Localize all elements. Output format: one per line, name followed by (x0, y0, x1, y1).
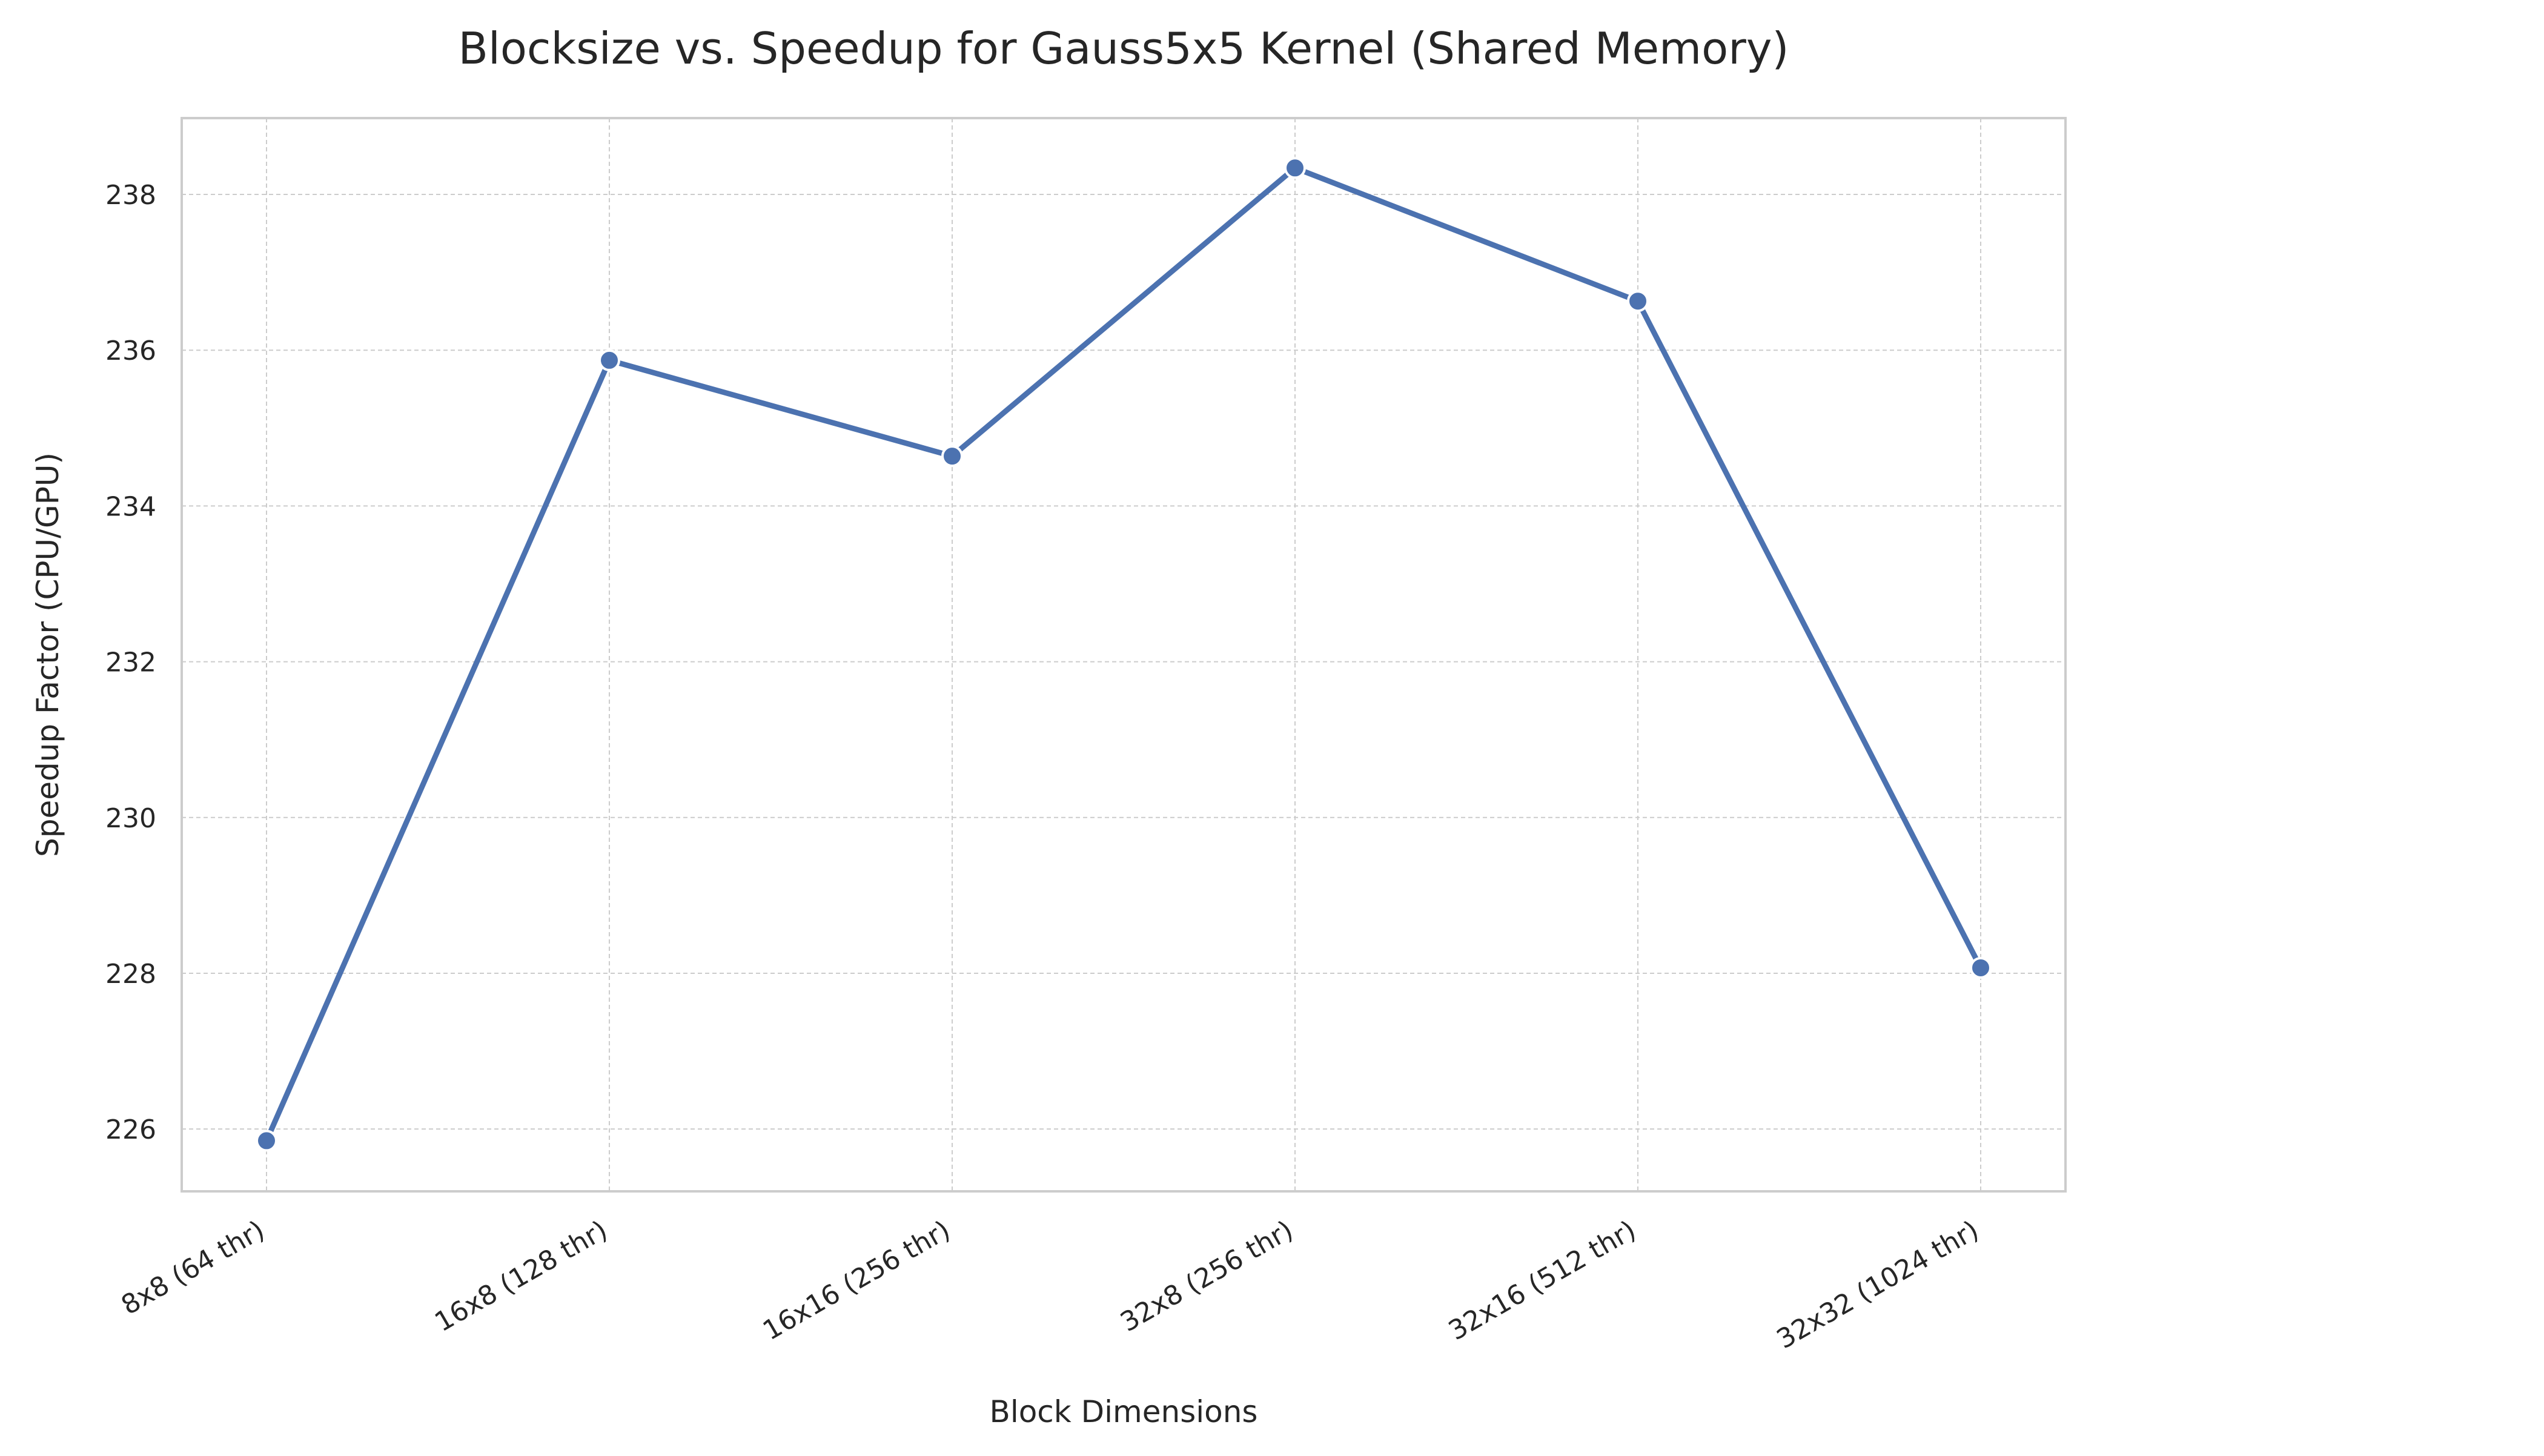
series-layer (256, 157, 1992, 1152)
chart-title: Blocksize vs. Speedup for Gauss5x5 Kerne… (458, 23, 1789, 74)
x-tick-label: 16x16 (256 thr) (758, 1214, 955, 1346)
x-tick-label: 8x8 (64 thr) (116, 1214, 270, 1321)
series-line (263, 165, 1984, 1143)
plot-frame (181, 117, 2067, 1193)
x-tick-label: 32x16 (512 thr) (1443, 1214, 1641, 1346)
data-point-marker (598, 349, 620, 371)
x-axis-label: Block Dimensions (990, 1394, 1258, 1429)
x-tick-label: 16x8 (128 thr) (429, 1214, 612, 1338)
y-tick-label: 234 (105, 491, 156, 522)
x-tick-labels: 8x8 (64 thr) 16x8 (128 thr) 16x16 (256 thr… (116, 1214, 1984, 1355)
y-tick-label: 226 (105, 1114, 156, 1145)
y-tick-label: 236 (105, 336, 156, 366)
y-tick-label: 228 (105, 959, 156, 990)
x-tick-label: 32x32 (1024 thr) (1772, 1214, 1984, 1355)
data-point-marker (1284, 157, 1306, 179)
y-tick-label: 230 (105, 803, 156, 834)
x-tick-label: 32x8 (256 thr) (1115, 1214, 1298, 1338)
y-tick-label: 232 (105, 647, 156, 678)
data-point-marker (1970, 956, 1992, 979)
y-tick-label: 238 (105, 180, 156, 211)
y-tick-labels: 226 228 230 232 234 236 238 (105, 180, 156, 1145)
data-point-marker (941, 445, 963, 468)
data-point-marker (1627, 290, 1649, 313)
y-axis-label: Speedup Factor (CPU/GPU) (30, 452, 65, 857)
data-point-marker (256, 1130, 277, 1152)
grid-layer (182, 118, 2065, 1191)
